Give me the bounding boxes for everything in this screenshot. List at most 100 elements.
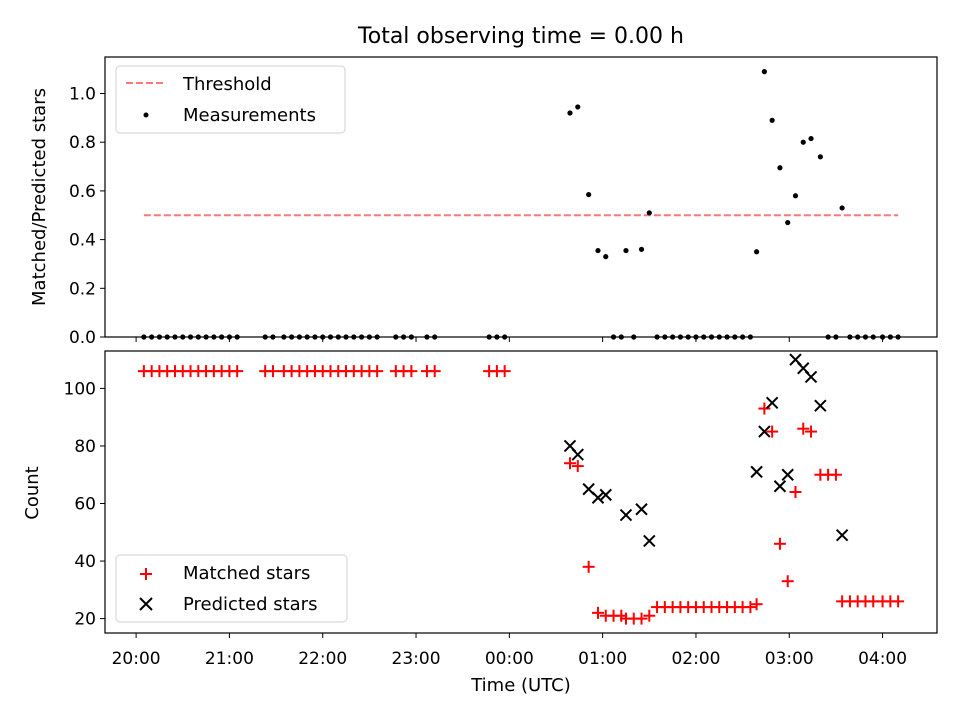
matched-star-point [266, 365, 279, 378]
x-tick-label: 20:00 [112, 649, 161, 669]
matched-star-point [766, 425, 779, 438]
x-tick-label: 00:00 [485, 649, 534, 669]
top-x-ticks [135, 337, 884, 342]
bottom-legend-box [115, 554, 348, 623]
predicted-star-point [765, 396, 779, 410]
measurement-point [754, 249, 760, 255]
matched-star-point [591, 606, 604, 619]
x-tick-label: 01:00 [578, 649, 627, 669]
x-tick-label: 22:00 [298, 649, 347, 669]
predicted-star-point [643, 534, 656, 548]
predicted-star-point [619, 508, 633, 522]
matched-legend-label: Matched stars [183, 563, 310, 584]
matched-star-point [498, 365, 511, 378]
chart-title: Total observing time = 0.00 h [357, 24, 684, 49]
matched-star-point [405, 365, 418, 378]
matched-star-point [781, 575, 794, 588]
bottom-y-tick-label: 100 [64, 379, 96, 399]
measurement-point [595, 247, 601, 254]
bottom-y-axis-label: Count [22, 466, 43, 519]
bottom-axes-frame [104, 350, 938, 634]
x-tick-label: 04:00 [858, 649, 907, 669]
measurement-point [792, 193, 799, 199]
top-y-tick-label: 0.2 [69, 279, 96, 299]
predicted-star-point [591, 491, 605, 504]
predicted-star-point [835, 528, 849, 542]
measurement-point [761, 69, 767, 75]
matched-star-point [829, 468, 842, 481]
measurement-point [808, 135, 814, 142]
measurement-point [575, 104, 581, 110]
bottom-y-tick-label: 20 [74, 610, 96, 630]
measurement-point [839, 205, 845, 211]
matched-star-point [563, 457, 576, 470]
top-axes-frame [104, 56, 938, 338]
top-y-tick-label: 0.0 [69, 328, 96, 348]
top-legend-box [115, 65, 346, 134]
top-y-tick-label: 1.0 [69, 85, 96, 105]
x-tick-label: 02:00 [671, 649, 720, 669]
matched-legend-swatch [140, 568, 152, 580]
measurements-legend-label: Measurements [183, 105, 316, 126]
threshold-legend-label: Threshold [182, 74, 272, 95]
matched-star-point [643, 609, 656, 622]
measurement-point [800, 139, 806, 145]
top-y-tick-label: 0.8 [69, 133, 96, 153]
top-y-axis-label: Matched/Predicted stars [29, 88, 50, 306]
predicted-legend-label: Predicted stars [183, 594, 317, 615]
top-panel: 0.0 0.2 0.4 0.6 0.8 1.0 Matched/Predicted sta… [29, 56, 938, 348]
top-y-tick-label: 0.6 [69, 182, 96, 202]
measurement-point [769, 117, 775, 123]
measurement-point [586, 191, 592, 198]
matched-star-point [773, 537, 786, 550]
measurement-point [777, 165, 783, 171]
predicted-star-point [781, 468, 794, 481]
predicted-star-point [635, 503, 648, 516]
top-y-ticks: 0.0 0.2 0.4 0.6 0.8 1.0 [69, 85, 105, 348]
matched-star-point [797, 422, 810, 435]
matched-star-point [428, 365, 441, 378]
x-tick-label: 21:00 [205, 649, 254, 669]
bottom-legend: Matched stars Predicted stars [115, 554, 348, 623]
bottom-y-tick-label: 40 [74, 552, 96, 572]
measurement-point [567, 110, 573, 116]
matched-star-point [892, 595, 905, 608]
measurement-point [817, 154, 823, 160]
matched-star-point [571, 460, 584, 473]
matched-star-point [371, 365, 384, 378]
matched-star-point [750, 598, 763, 611]
bottom-marks [137, 353, 905, 625]
bottom-panel: 20:00 21:00 22:00 23:00 00:00 01:00 02:00 03:00… [22, 350, 938, 696]
x-axis-label: Time (UTC) [470, 675, 571, 696]
bottom-y-tick-label: 60 [74, 495, 96, 515]
top-legend: Threshold Measurements [115, 65, 346, 134]
predicted-star-point [814, 399, 827, 412]
predicted-star-point [599, 488, 612, 502]
predicted-star-point [758, 425, 771, 438]
matched-star-point [789, 486, 802, 498]
predicted-legend-swatch [139, 597, 153, 611]
matched-star-point [758, 402, 771, 415]
matched-star-point [744, 601, 757, 614]
bottom-y-ticks: 20 40 60 80 100 [64, 379, 105, 630]
x-tick-label: 23:00 [392, 649, 441, 669]
matched-star-point [582, 560, 595, 573]
matched-star-point [635, 612, 648, 625]
predicted-star-point [773, 480, 787, 493]
measurement-point [785, 219, 791, 226]
predicted-star-point [750, 465, 763, 479]
measurement-point [603, 254, 609, 260]
predicted-star-point [571, 448, 584, 461]
predicted-star-point [804, 370, 818, 384]
measurement-point [623, 247, 629, 254]
measurement-point [638, 246, 645, 252]
matched-star-point [805, 425, 818, 438]
x-tick-label: 03:00 [765, 649, 814, 669]
measurement-point [646, 210, 652, 216]
bottom-y-tick-label: 80 [74, 437, 96, 457]
measurements-legend-swatch [143, 112, 149, 118]
matched-star-point [231, 365, 244, 378]
bottom-x-ticks: 20:00 21:00 22:00 23:00 00:00 01:00 02:00 03:00… [112, 633, 907, 669]
top-y-tick-label: 0.4 [69, 231, 96, 251]
